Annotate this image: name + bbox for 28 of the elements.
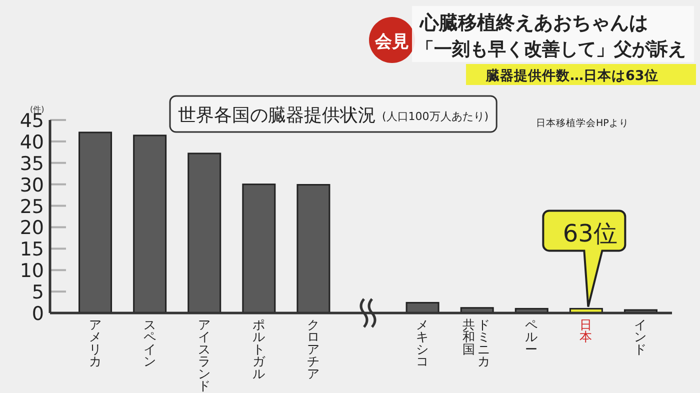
x-tick-label: ポルトガル	[252, 317, 266, 381]
text: 臓器提供件数…日本は63位	[485, 68, 658, 84]
chart-subtitle: (人口100万人あたり)	[382, 110, 489, 123]
y-tick-label: 30	[20, 174, 44, 196]
annotation: 63位	[562, 220, 618, 248]
text: 心臓移植終えあおちゃんは	[419, 12, 648, 34]
x-tick-label: スペイン	[143, 317, 156, 369]
x-tick-label: インド	[634, 317, 648, 356]
y-tick-label: 10	[20, 260, 44, 282]
y-tick-label: 0	[32, 303, 44, 325]
x-tick-label: クロアチア	[306, 317, 320, 381]
text: 「一刻も早く改善して」父が訴え	[416, 39, 686, 60]
y-tick-label: 5	[32, 282, 44, 304]
y-axis-title: (件)	[30, 105, 44, 114]
x-tick-label: ペルー	[525, 317, 538, 356]
y-tick-label: 35	[20, 152, 44, 175]
y-tick-label: 25	[20, 196, 44, 218]
y-tick-label: 40	[20, 131, 44, 154]
y-tick-label: 20	[20, 217, 44, 240]
y-tick-label: 15	[20, 238, 44, 261]
chart-title: 世界各国の臓器提供状況	[178, 105, 376, 126]
category-label: ドミニカ共和国	[462, 317, 491, 369]
x-tick-label: アメリカ	[88, 317, 102, 369]
text: 会見	[374, 32, 409, 52]
x-tick-label: 日本	[580, 317, 593, 344]
x-tick-label: アイスランド	[198, 317, 211, 393]
annotation: 日本移植学会HPより	[536, 117, 629, 129]
x-tick-label: メキシコ	[416, 317, 430, 369]
